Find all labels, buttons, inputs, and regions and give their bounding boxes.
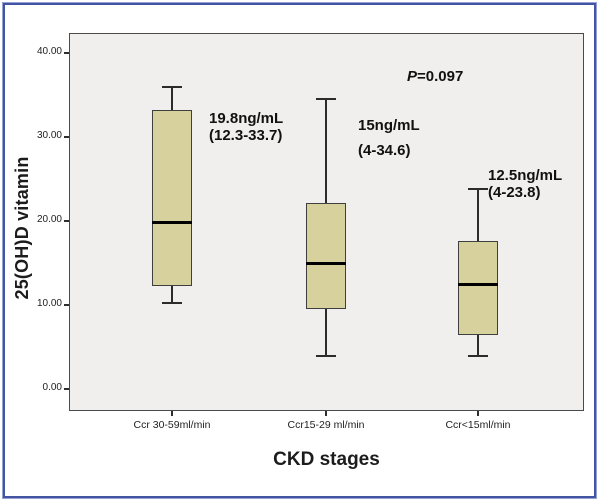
p-symbol: P <box>407 68 418 85</box>
median-line <box>306 261 346 265</box>
upper-whisker-line <box>477 189 479 242</box>
p-value-text: =0.097 <box>417 68 464 85</box>
annotation-group3: 12.5ng/mL (4-23.8) <box>488 167 562 201</box>
annotation-group2-median: 15ng/mL <box>358 117 420 134</box>
annotation-group1-median: 19.8ng/mL <box>209 110 284 127</box>
annotation-group3-median: 12.5ng/mL <box>488 167 563 184</box>
median-line <box>152 221 192 225</box>
y-tick-mark <box>64 220 69 223</box>
median-line <box>458 282 498 286</box>
upper-whisker-cap <box>316 97 336 100</box>
lower-whisker-line <box>477 334 479 356</box>
annotation-group2-range: (4-34.6) <box>358 142 411 159</box>
lower-whisker-line <box>171 285 173 303</box>
iqr-box <box>152 110 192 286</box>
upper-whisker-line <box>325 98 327 203</box>
y-tick-label: 20.00 <box>36 214 62 226</box>
p-value-annotation: P=0.097 <box>407 68 463 85</box>
y-tick-mark <box>64 52 69 55</box>
x-tick-mark <box>325 411 327 416</box>
upper-whisker-cap <box>162 85 182 88</box>
lower-whisker-cap <box>316 354 336 357</box>
x-tick-label: Ccr15-29 ml/min <box>287 419 365 431</box>
upper-whisker-cap <box>468 188 488 191</box>
annotation-group1: 19.8ng/mL (12.3-33.7) <box>209 110 283 144</box>
x-tick-mark <box>171 411 173 416</box>
x-tick-mark <box>477 411 479 416</box>
x-tick-label: Ccr<15ml/min <box>445 419 511 431</box>
y-tick-label: 0.00 <box>42 382 62 394</box>
iqr-box <box>306 202 346 310</box>
iqr-box <box>458 241 498 335</box>
upper-whisker-line <box>171 86 173 111</box>
annotation-group3-range: (4-23.8) <box>488 184 541 201</box>
x-tick-label: Ccr 30-59ml/min <box>133 419 211 431</box>
lower-whisker-line <box>325 309 327 356</box>
y-tick-label: 30.00 <box>36 130 62 142</box>
lower-whisker-cap <box>468 354 488 357</box>
x-axis-title: CKD stages <box>273 449 380 470</box>
lower-whisker-cap <box>162 301 182 304</box>
annotation-group1-range: (12.3-33.7) <box>209 127 283 144</box>
y-tick-label: 40.00 <box>36 46 62 58</box>
y-tick-mark <box>64 304 69 307</box>
y-tick-mark <box>64 388 69 391</box>
y-tick-mark <box>64 136 69 139</box>
y-tick-label: 10.00 <box>36 298 62 310</box>
annotation-group2: 15ng/mL (4-34.6) <box>358 117 420 159</box>
